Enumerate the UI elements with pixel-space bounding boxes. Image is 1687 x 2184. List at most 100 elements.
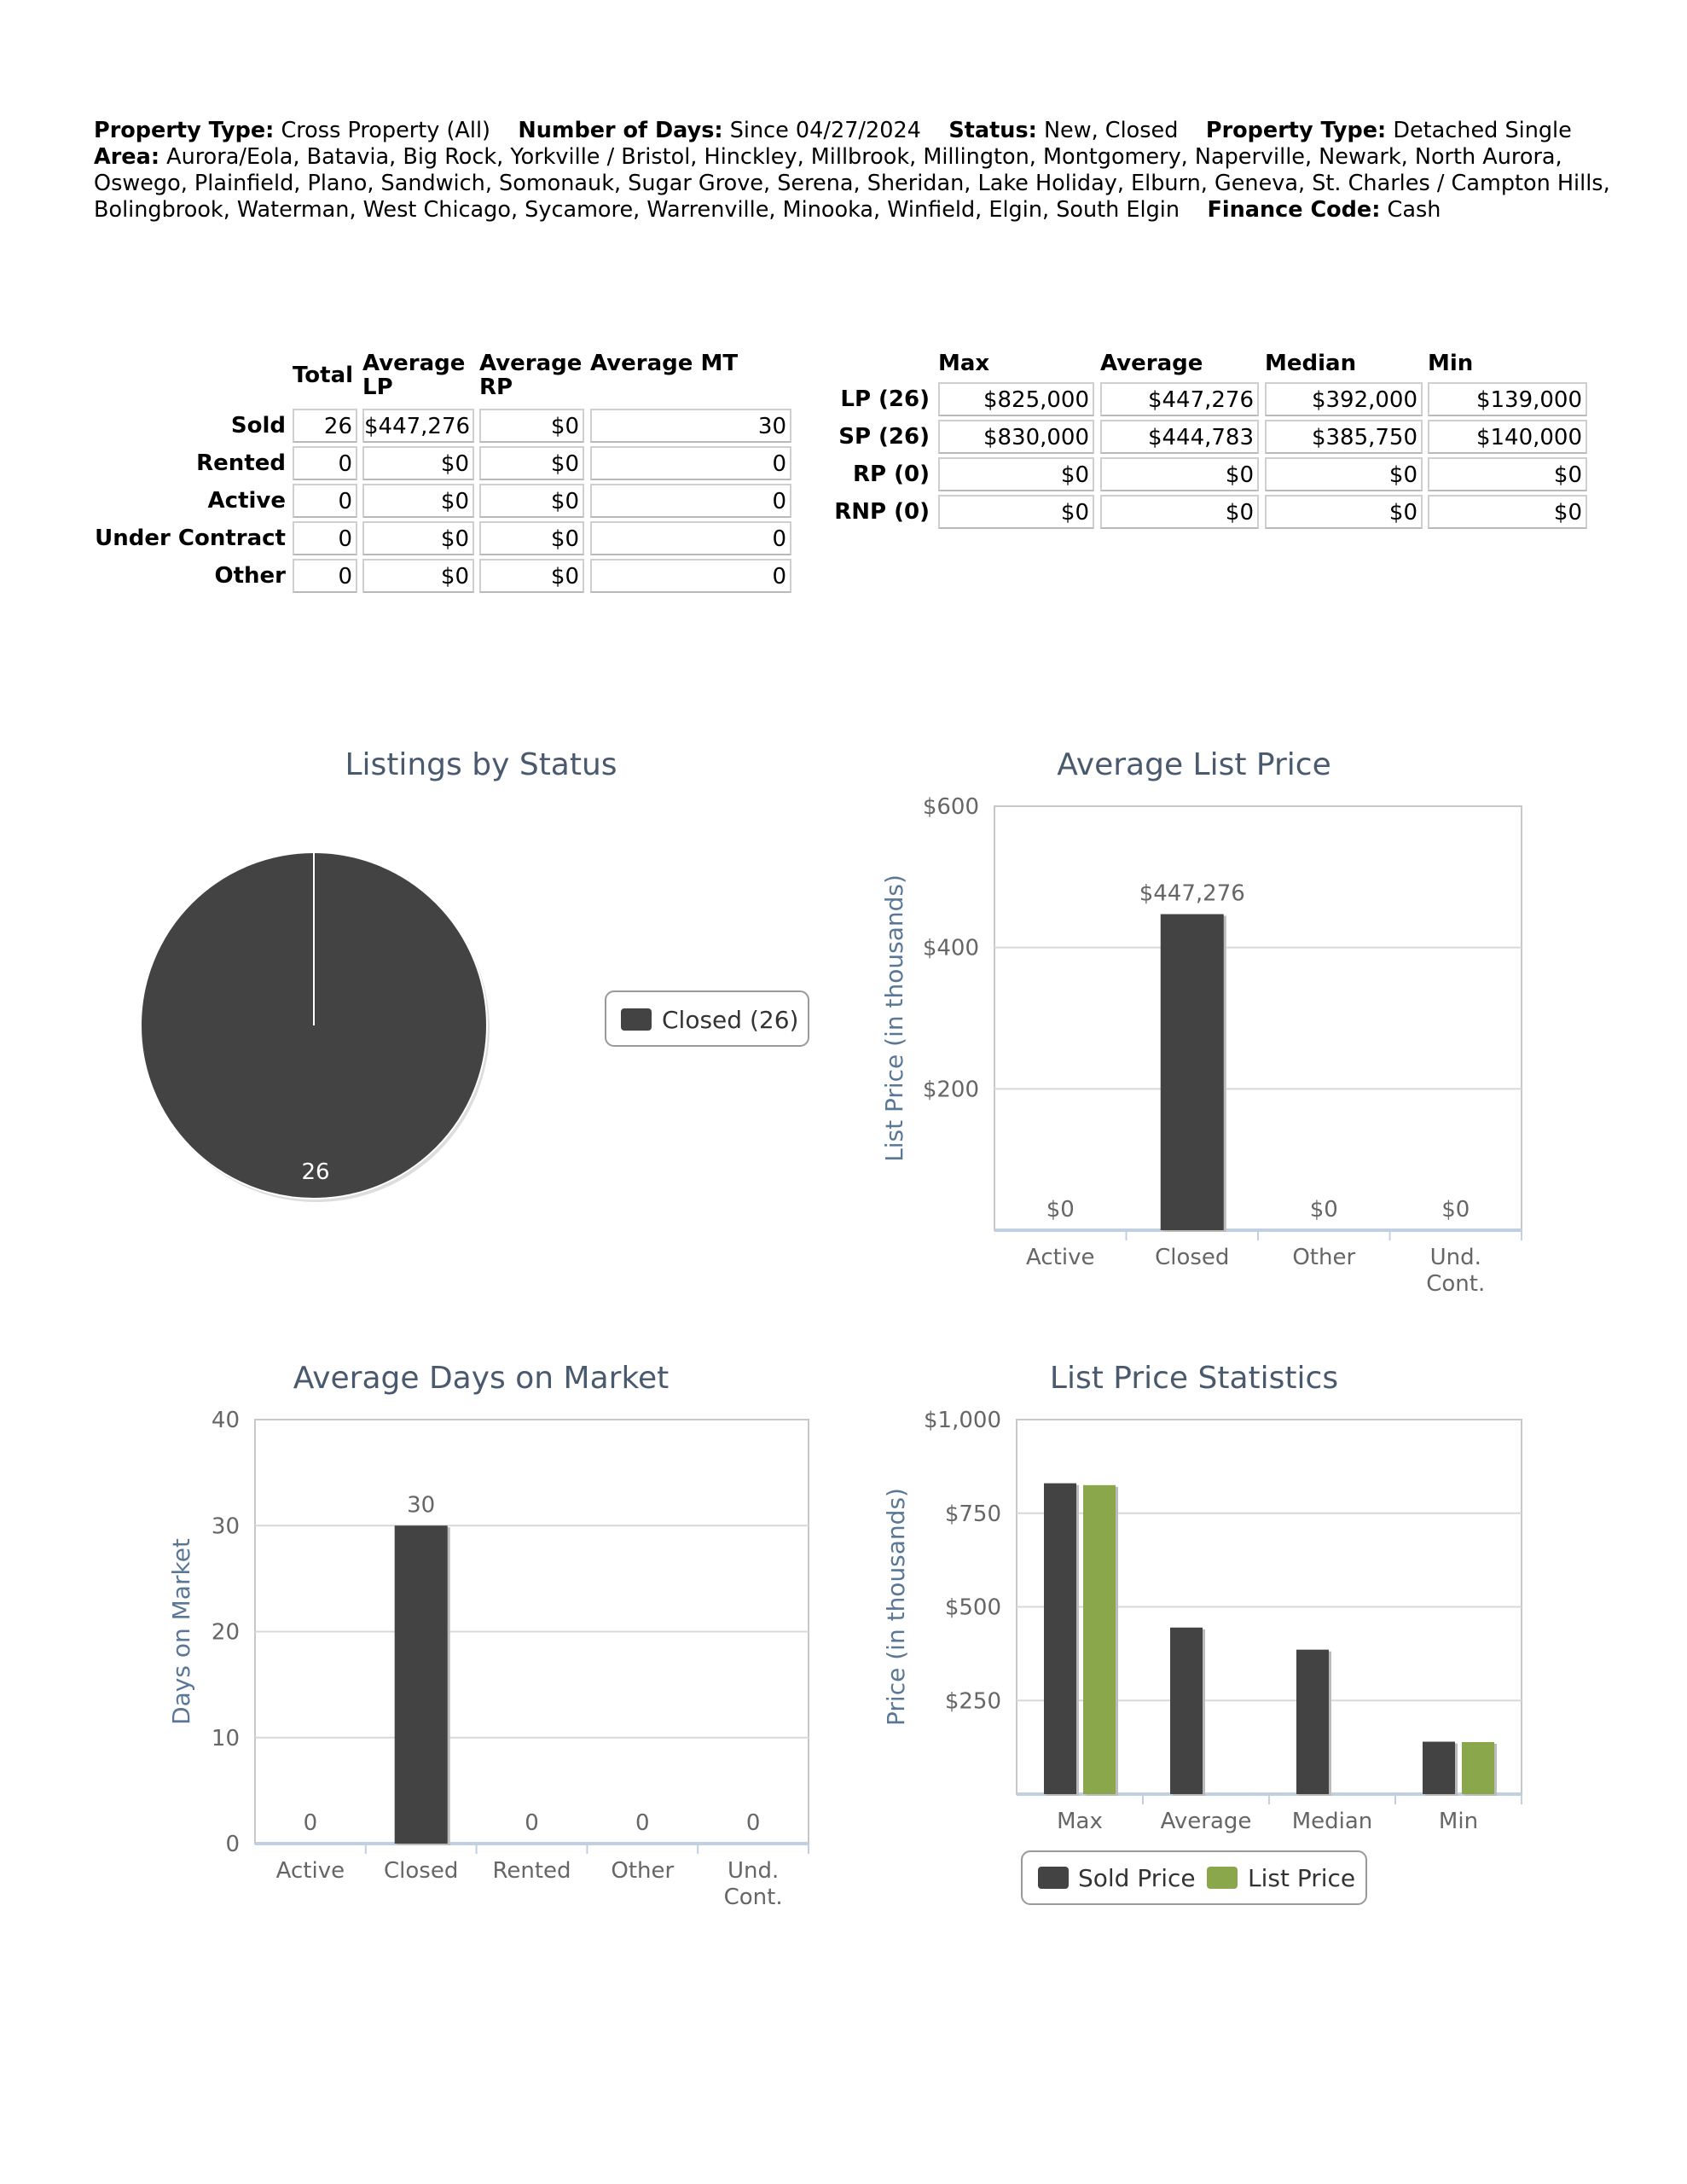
bar-closed[interactable] bbox=[1160, 914, 1224, 1230]
data-label: 0 bbox=[746, 1810, 761, 1836]
chart-title: Listings by Status bbox=[345, 747, 617, 782]
bar-list-price-max[interactable] bbox=[1083, 1484, 1116, 1794]
y-tick-label: 10 bbox=[212, 1726, 240, 1751]
x-tick-label: Average bbox=[1161, 1809, 1252, 1834]
legend-item-closed: Closed (26) bbox=[662, 1006, 798, 1034]
table-cell: $0 bbox=[1265, 457, 1423, 491]
y-axis-title: List Price (in thousands) bbox=[880, 874, 908, 1162]
criteria-item: Property Type: Detached Single bbox=[1206, 118, 1572, 143]
bar-sold-price-average[interactable] bbox=[1170, 1627, 1203, 1794]
legend-item-sold-price: Sold Price bbox=[1078, 1864, 1196, 1892]
data-label: $0 bbox=[1441, 1197, 1470, 1223]
data-label: $0 bbox=[1046, 1197, 1075, 1223]
table-cell: $0 bbox=[362, 559, 474, 593]
column-header: Total bbox=[293, 363, 354, 388]
criteria-label: Number of Days: bbox=[518, 118, 723, 143]
data-label: 30 bbox=[407, 1492, 435, 1518]
table-cell: 30 bbox=[590, 409, 791, 443]
x-tick-label: Active bbox=[276, 1858, 345, 1884]
table-cell: $385,750 bbox=[1265, 420, 1423, 454]
x-tick-label: Median bbox=[1292, 1809, 1373, 1834]
legend-swatch bbox=[1038, 1867, 1069, 1889]
plot-area bbox=[994, 805, 1522, 1231]
bar-sold-price-max[interactable] bbox=[1044, 1483, 1076, 1794]
pie-data-label: 26 bbox=[301, 1159, 329, 1185]
table-cell: $0 bbox=[1428, 457, 1587, 491]
table-cell: $0 bbox=[1100, 495, 1259, 529]
column-header: Average bbox=[1100, 351, 1203, 376]
legend-swatch bbox=[1207, 1867, 1238, 1889]
table-cell: $140,000 bbox=[1428, 420, 1587, 454]
table-cell: $0 bbox=[479, 521, 584, 555]
x-tick-label: Active bbox=[1026, 1245, 1094, 1270]
pie-legend bbox=[605, 990, 809, 1047]
table-cell: $0 bbox=[938, 495, 1094, 529]
table-cell: 0 bbox=[293, 521, 357, 555]
table-cell: $0 bbox=[479, 409, 584, 443]
data-label: 0 bbox=[525, 1810, 539, 1836]
table-cell: $0 bbox=[479, 559, 584, 593]
criteria-value: Cash bbox=[1387, 197, 1441, 223]
row-label: Other bbox=[214, 563, 287, 589]
criteria-item: Number of Days: Since 04/27/2024 bbox=[518, 118, 921, 143]
bar-sold-price-median[interactable] bbox=[1296, 1649, 1329, 1794]
table-cell: $825,000 bbox=[938, 382, 1094, 416]
data-label: $0 bbox=[1310, 1197, 1338, 1223]
y-tick-label: 30 bbox=[212, 1513, 240, 1539]
row-label: Active bbox=[207, 488, 286, 514]
y-axis-title: Price (in thousands) bbox=[882, 1488, 910, 1726]
x-tick-label: Cont. bbox=[1426, 1271, 1485, 1297]
table-cell: $447,276 bbox=[1100, 382, 1259, 416]
table-cell: $0 bbox=[1265, 495, 1423, 529]
x-tick-label: Closed bbox=[1155, 1245, 1229, 1270]
criteria-item: Area: Aurora/Eola, Batavia, Big Rock, Yo… bbox=[94, 144, 1610, 223]
bar-legend bbox=[1021, 1850, 1367, 1905]
chart-title: List Price Statistics bbox=[1050, 1361, 1338, 1396]
x-tick-label: Other bbox=[611, 1858, 674, 1884]
chart-title: Average List Price bbox=[1057, 747, 1330, 782]
criteria-value: New, Closed bbox=[1043, 118, 1179, 143]
y-tick-label: $600 bbox=[923, 794, 979, 820]
row-label: Rented bbox=[196, 450, 286, 476]
table-cell: 0 bbox=[590, 484, 791, 518]
criteria-item: Finance Code: Cash bbox=[1207, 197, 1441, 223]
table-cell: $0 bbox=[479, 484, 584, 518]
row-label: RNP (0) bbox=[834, 499, 930, 525]
y-tick-label: $1,000 bbox=[924, 1408, 1001, 1433]
criteria-item: Property Type: Cross Property (All) bbox=[94, 118, 490, 143]
table-cell: $139,000 bbox=[1428, 382, 1587, 416]
table-cell: 0 bbox=[590, 521, 791, 555]
bar-list-price-min[interactable] bbox=[1462, 1741, 1494, 1794]
data-label: $447,276 bbox=[1139, 881, 1245, 907]
bar-sold-price-min[interactable] bbox=[1423, 1741, 1455, 1794]
x-tick-label: Min bbox=[1439, 1809, 1478, 1834]
table-cell: $0 bbox=[362, 446, 474, 480]
table-cell: 0 bbox=[293, 484, 357, 518]
table-cell: $0 bbox=[1428, 495, 1587, 529]
y-tick-label: $200 bbox=[923, 1077, 979, 1102]
y-tick-label: $250 bbox=[945, 1688, 1001, 1714]
criteria-label: Finance Code: bbox=[1207, 197, 1381, 223]
table-cell: 0 bbox=[590, 446, 791, 480]
criteria-label: Property Type: bbox=[94, 118, 275, 143]
criteria-value: Detached Single bbox=[1393, 118, 1572, 143]
x-tick-label: Cont. bbox=[724, 1885, 783, 1910]
table-cell: $0 bbox=[938, 457, 1094, 491]
row-label: RP (0) bbox=[853, 462, 930, 487]
x-tick-label: Closed bbox=[384, 1858, 458, 1884]
x-tick-label: Other bbox=[1292, 1245, 1355, 1270]
table-cell: 0 bbox=[590, 559, 791, 593]
criteria-value: Cross Property (All) bbox=[281, 118, 490, 143]
criteria-label: Status: bbox=[948, 118, 1037, 143]
x-tick-label: Max bbox=[1057, 1809, 1103, 1834]
y-tick-label: $750 bbox=[945, 1502, 1001, 1527]
criteria-item: Status: New, Closed bbox=[948, 118, 1178, 143]
table-cell: 0 bbox=[293, 446, 357, 480]
bar-closed[interactable] bbox=[394, 1525, 448, 1844]
column-header: Min bbox=[1428, 351, 1474, 376]
column-header: Average RP bbox=[479, 351, 583, 400]
chart-title: Average Days on Market bbox=[293, 1361, 670, 1396]
y-tick-label: 0 bbox=[225, 1832, 240, 1857]
table-cell: $830,000 bbox=[938, 420, 1094, 454]
